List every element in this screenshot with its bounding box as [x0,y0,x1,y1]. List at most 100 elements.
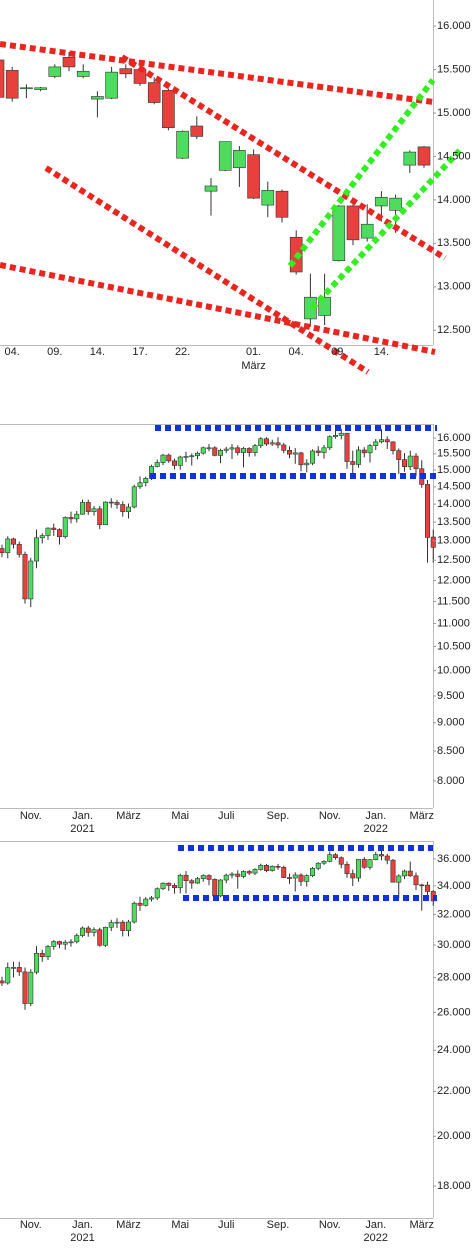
axes: 16.000 15.500 15.000 14.500 14.000 13.500 13.0… [5,20,471,1244]
trend-lines [0,41,465,901]
candle-body [68,941,74,944]
candle-body [275,190,289,218]
candle-body [413,455,419,470]
y-tick-label: 16.000 [437,20,471,32]
candle-body [76,70,90,77]
x-tick-label: März [410,1219,434,1231]
candle-body [16,543,22,555]
trend-line [0,41,434,105]
candle-body [56,941,62,945]
candle-body [206,875,212,880]
candle-body [269,442,275,445]
candle-body [195,452,201,457]
candle-body [97,508,103,526]
candle-body [332,854,338,858]
candle-body [286,450,292,455]
trend-line [120,54,447,261]
candle-body [0,548,5,554]
candle-body [355,449,361,465]
x-sublabel: 2022 [364,1232,388,1244]
candle-body [389,197,402,211]
trend-line [309,145,465,311]
y-tick-label: 12.000 [437,574,471,586]
candle-body [51,527,57,530]
candle-body [344,432,350,462]
candle-body [384,855,390,861]
candle-body [166,882,172,886]
candle-body [62,941,68,945]
candle-body [309,868,315,876]
candle-body [5,967,11,984]
candle-body [147,82,161,103]
x-tick-label: Jan. [72,1219,93,1231]
candle-body [91,508,97,512]
candle-body [162,90,175,129]
candle-body [233,150,246,169]
x-tick-label: März [116,1219,140,1231]
candle-body [367,445,373,454]
candle-body [275,442,281,446]
y-tick-label: 14.000 [437,194,471,206]
candle-body [275,865,281,868]
candle-body [119,68,133,75]
candle-body [373,441,379,446]
candle-body [149,897,155,900]
candle-body [367,859,373,868]
candle-body [263,865,269,871]
candle-body [11,967,17,969]
candle-body [247,154,260,199]
candle-body [22,554,28,600]
candle-body [105,71,118,99]
candle-body [396,450,402,460]
x-tick-label: 09. [331,346,346,358]
candle-body [51,941,57,947]
candle-body [218,141,232,171]
candle-body [390,441,396,451]
x-tick-label: Sep. [267,1219,290,1231]
candle-body [160,882,166,890]
candle-body [177,456,183,466]
candle-body [218,450,224,456]
candle-body [85,927,91,933]
y-tick-label: 20.000 [437,1130,471,1142]
candle-body [103,926,109,946]
candle-body [281,867,287,878]
y-tick-label: 8.500 [437,745,465,757]
candle-body [131,486,137,508]
x-tick-label: 14. [374,346,389,358]
candle-body [321,447,327,453]
candle-body [5,70,19,99]
candle-body [160,454,166,463]
candle-body [212,447,218,456]
candle-body [183,456,189,458]
y-tick-label: 13.000 [437,281,471,293]
candle-body [177,874,183,889]
candle-body [360,223,374,239]
candle-body [332,435,338,437]
candle-body [258,865,264,870]
candle-body [74,513,80,520]
candle-body [103,501,109,526]
candle-body [143,898,149,906]
candle-body [22,971,28,1004]
candle-body [204,185,218,192]
x-tick-label: Sep. [267,810,290,822]
candle-body [246,871,252,874]
candle-body [39,535,45,539]
y-tick-label: 14.000 [437,498,471,510]
x-tick-label: 09. [47,346,62,358]
candle-body [252,869,258,874]
candle-body [361,449,367,454]
x-tick-label: 04. [5,346,20,358]
candle-body [39,952,45,958]
candle-body [338,432,344,436]
candle-body [350,461,356,465]
candle-body [241,448,247,453]
y-tick-label: 30.000 [437,939,471,951]
candles [0,52,436,1010]
candle-body [396,875,402,883]
candle-body [286,877,292,879]
candle-body [246,448,252,453]
y-tick-label: 34.000 [437,880,471,892]
candle-body [28,560,34,600]
